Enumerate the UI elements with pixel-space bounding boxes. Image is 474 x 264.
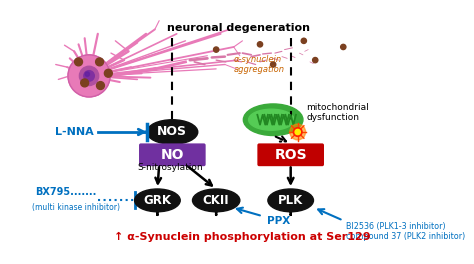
Text: PPX: PPX	[267, 215, 290, 225]
FancyBboxPatch shape	[257, 143, 324, 166]
Ellipse shape	[248, 109, 294, 130]
Text: neuronal degeneration: neuronal degeneration	[166, 23, 310, 33]
Circle shape	[81, 79, 89, 87]
Ellipse shape	[243, 104, 303, 135]
Ellipse shape	[147, 120, 198, 144]
Circle shape	[301, 38, 307, 44]
Text: GRK: GRK	[144, 194, 172, 207]
Text: BX795.......: BX795.......	[35, 187, 96, 197]
Text: BI2536 (PLK1-3 inhibitor): BI2536 (PLK1-3 inhibitor)	[346, 222, 446, 231]
Text: NOS: NOS	[157, 125, 187, 139]
Text: ROS: ROS	[274, 148, 307, 162]
FancyBboxPatch shape	[139, 143, 206, 166]
Text: α-synuclein
aggregation: α-synuclein aggregation	[234, 55, 285, 74]
Text: NO: NO	[161, 148, 184, 162]
Circle shape	[341, 44, 346, 50]
Circle shape	[85, 72, 90, 76]
Text: ↑ α-Synuclein phosphorylation at Ser129: ↑ α-Synuclein phosphorylation at Ser129	[114, 232, 370, 242]
Text: (multi kinase inhibitor): (multi kinase inhibitor)	[32, 203, 120, 212]
Text: L-NNA: L-NNA	[55, 127, 93, 137]
Circle shape	[293, 128, 302, 136]
Ellipse shape	[268, 189, 313, 212]
Text: S-nitrosylation: S-nitrosylation	[137, 163, 203, 172]
Text: PLK: PLK	[278, 194, 303, 207]
Circle shape	[84, 71, 94, 81]
Circle shape	[74, 58, 82, 66]
Circle shape	[290, 124, 306, 140]
Circle shape	[312, 58, 318, 63]
Circle shape	[68, 55, 110, 97]
Circle shape	[104, 69, 112, 77]
Circle shape	[80, 66, 99, 86]
Circle shape	[295, 129, 301, 135]
Circle shape	[257, 42, 263, 47]
Circle shape	[271, 62, 276, 67]
Text: CKII: CKII	[203, 194, 229, 207]
Circle shape	[96, 58, 103, 66]
Text: compound 37 (PLK2 inhibitor): compound 37 (PLK2 inhibitor)	[346, 232, 465, 241]
Text: mitochondrial
dysfunction: mitochondrial dysfunction	[307, 103, 369, 122]
Ellipse shape	[135, 189, 180, 212]
Circle shape	[213, 47, 219, 52]
Ellipse shape	[192, 189, 240, 212]
Circle shape	[97, 82, 104, 89]
